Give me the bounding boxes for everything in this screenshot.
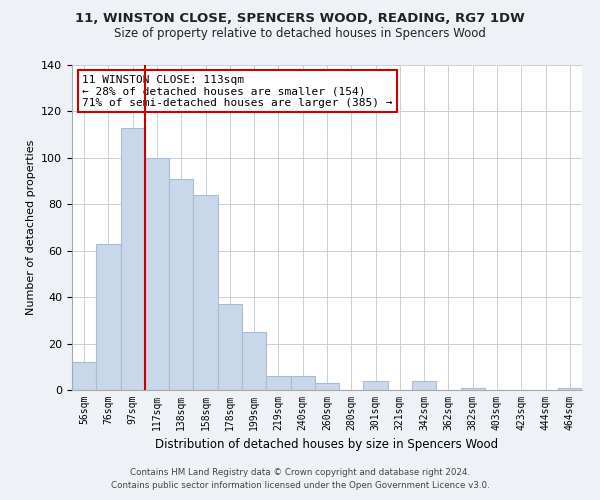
Bar [72, 362, 96, 390]
Bar [121, 128, 145, 390]
Text: 11, WINSTON CLOSE, SPENCERS WOOD, READING, RG7 1DW: 11, WINSTON CLOSE, SPENCERS WOOD, READIN… [75, 12, 525, 26]
Text: Size of property relative to detached houses in Spencers Wood: Size of property relative to detached ho… [114, 28, 486, 40]
Text: 11 WINSTON CLOSE: 113sqm
← 28% of detached houses are smaller (154)
71% of semi-: 11 WINSTON CLOSE: 113sqm ← 28% of detach… [82, 74, 392, 108]
Bar [315, 383, 339, 390]
Bar [145, 158, 169, 390]
Text: Contains HM Land Registry data © Crown copyright and database right 2024.
Contai: Contains HM Land Registry data © Crown c… [110, 468, 490, 490]
Bar [193, 195, 218, 390]
Bar [242, 332, 266, 390]
Bar [412, 380, 436, 390]
Bar [266, 376, 290, 390]
Bar [218, 304, 242, 390]
Bar [364, 380, 388, 390]
Bar [461, 388, 485, 390]
Y-axis label: Number of detached properties: Number of detached properties [26, 140, 35, 315]
Bar [290, 376, 315, 390]
Bar [169, 179, 193, 390]
X-axis label: Distribution of detached houses by size in Spencers Wood: Distribution of detached houses by size … [155, 438, 499, 452]
Bar [558, 388, 582, 390]
Bar [96, 244, 121, 390]
